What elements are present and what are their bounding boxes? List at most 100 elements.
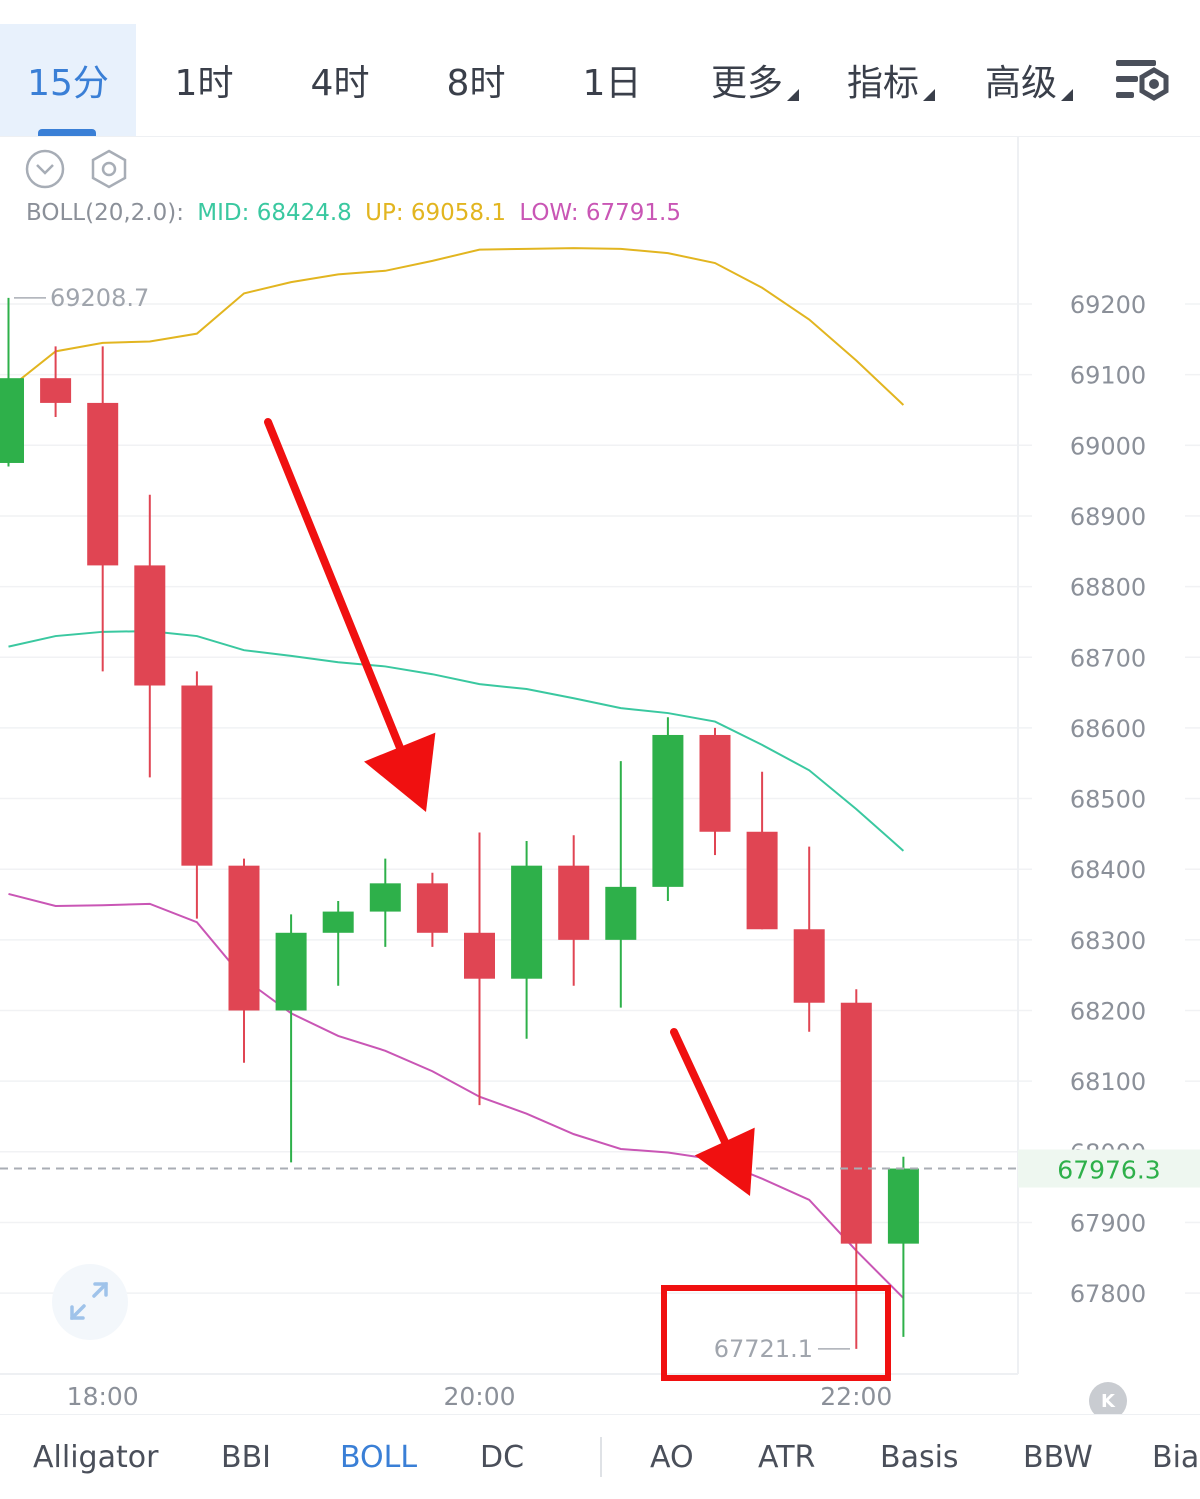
high-marker-label: 69208.7 xyxy=(50,284,149,312)
dropdown-corner-icon xyxy=(787,89,799,101)
boll-mid-label: MID: xyxy=(197,200,250,226)
candle-body xyxy=(87,402,119,566)
price-tick-label: 68100 xyxy=(1070,1068,1146,1096)
candle-down xyxy=(793,846,825,1032)
price-tick-label: 68200 xyxy=(1070,998,1146,1026)
candle-body xyxy=(322,911,354,933)
price-tick-label: 69000 xyxy=(1070,432,1146,460)
candle-body xyxy=(840,1002,872,1244)
candle-up xyxy=(0,297,24,467)
tab-15m[interactable]: 15分 xyxy=(0,24,136,136)
dropdown-corner-icon xyxy=(1061,89,1073,101)
tab-ao[interactable]: AO xyxy=(650,1439,694,1475)
tab-label: 更多 xyxy=(710,63,783,104)
candle-up xyxy=(887,1156,919,1337)
red-arrow-shaft xyxy=(670,1028,729,1146)
chart-grid xyxy=(0,303,1200,1294)
candle-down xyxy=(181,671,213,919)
boll-up-label: UP: xyxy=(365,200,404,226)
chart-settings-icon[interactable] xyxy=(1114,56,1174,108)
tab-1d[interactable]: 1日 xyxy=(544,24,680,136)
indicator-settings-icon[interactable] xyxy=(88,148,130,190)
tab-label: 指标 xyxy=(846,63,919,104)
candle-up xyxy=(652,717,684,901)
tab-bbi[interactable]: BBI xyxy=(221,1439,272,1475)
candle-down xyxy=(228,858,260,1063)
candle-body xyxy=(228,865,260,1011)
price-axis: 69200 69100 69000 68900 68800 68700 68600 68500… xyxy=(1070,291,1146,1308)
tab-atr[interactable]: ATR xyxy=(758,1439,816,1475)
candle-body xyxy=(0,378,24,463)
price-tick-label: 68900 xyxy=(1070,503,1146,531)
candle-up xyxy=(275,914,307,1163)
tab-advanced-dropdown[interactable]: 高级 xyxy=(964,24,1094,136)
time-axis: 18:00 20:00 22:00 xyxy=(0,1373,1018,1411)
candle-up xyxy=(511,840,543,1039)
fullscreen-button[interactable] xyxy=(52,1264,128,1340)
candle-body xyxy=(887,1168,919,1244)
boll-low-value: 67791.5 xyxy=(585,200,682,226)
price-tick-label: 69200 xyxy=(1070,291,1146,319)
price-markers: 67976.3 69208.7 67721.1 xyxy=(0,284,1200,1363)
candle-down xyxy=(416,872,448,947)
tab-indicators-dropdown[interactable]: 指标 xyxy=(826,24,956,136)
tab-boll[interactable]: BOLL xyxy=(340,1439,418,1475)
candle-body xyxy=(511,865,543,979)
boll-low-label: LOW: xyxy=(519,200,579,226)
red-arrow-shaft xyxy=(264,418,404,752)
candle-down xyxy=(40,346,72,418)
candle-body xyxy=(416,883,448,933)
price-tick-label: 68600 xyxy=(1070,715,1146,743)
tab-dc[interactable]: DC xyxy=(480,1439,525,1475)
boll-up-value: 69058.1 xyxy=(410,200,507,226)
candle-up xyxy=(369,858,401,947)
price-tick-label: 68500 xyxy=(1070,786,1146,814)
candle-up xyxy=(605,761,637,1008)
tab-label: 8时 xyxy=(446,63,506,104)
tab-label: 15分 xyxy=(27,63,109,104)
tab-bias[interactable]: Bias xyxy=(1152,1439,1200,1475)
tab-bbw[interactable]: BBW xyxy=(1023,1439,1093,1475)
candle-down xyxy=(87,346,119,672)
candle-body xyxy=(464,932,495,979)
boll-bands xyxy=(7,247,905,1299)
candle-body xyxy=(793,929,825,1003)
dropdown-corner-icon xyxy=(923,89,935,101)
candle-down xyxy=(134,494,166,778)
indicator-tabbar: Alligator BBI BOLL DC AO ATR Basis BBW B… xyxy=(0,1414,1200,1499)
tab-1h[interactable]: 1时 xyxy=(136,24,272,136)
candle-body xyxy=(699,734,731,832)
tab-4h[interactable]: 4时 xyxy=(272,24,408,136)
price-tick-label: 67800 xyxy=(1070,1280,1146,1308)
tab-alligator[interactable]: Alligator xyxy=(33,1439,159,1475)
candle-down xyxy=(464,832,495,1106)
low-marker-label: 67721.1 xyxy=(714,1335,813,1363)
tab-label: 1日 xyxy=(582,63,642,104)
candle-body xyxy=(275,932,307,1011)
time-tick-label: 20:00 xyxy=(443,1382,515,1411)
tab-label: 高级 xyxy=(984,63,1057,104)
price-tick-label: 68800 xyxy=(1070,574,1146,602)
price-tick-label: 68300 xyxy=(1070,927,1146,955)
candle-body xyxy=(181,685,213,866)
tab-8h[interactable]: 8时 xyxy=(408,24,544,136)
time-tick-label: 18:00 xyxy=(67,1382,139,1411)
last-price-tag xyxy=(1018,1149,1200,1188)
price-tick-label: 67900 xyxy=(1070,1209,1146,1237)
candle-body xyxy=(605,886,637,940)
tab-more-dropdown[interactable]: 更多 xyxy=(690,24,820,136)
boll-mid-value: 68424.8 xyxy=(256,200,352,226)
candle-down xyxy=(558,835,590,986)
boll-upper-line xyxy=(7,247,905,406)
collapse-chevron-icon[interactable] xyxy=(24,148,66,190)
candle-body xyxy=(746,831,778,930)
scroll-to-latest-button[interactable]: K xyxy=(1089,1382,1127,1420)
candlestick-chart[interactable]: 69200 69100 69000 68900 68800 68700 68600 68500… xyxy=(0,136,1200,1414)
candle-up xyxy=(322,900,354,986)
red-arrow-head xyxy=(364,732,436,812)
boll-lower-line xyxy=(8,892,905,1299)
tab-basis[interactable]: Basis xyxy=(880,1439,959,1475)
candle-body xyxy=(369,883,401,912)
candles xyxy=(0,297,919,1349)
candle-body xyxy=(134,565,166,686)
